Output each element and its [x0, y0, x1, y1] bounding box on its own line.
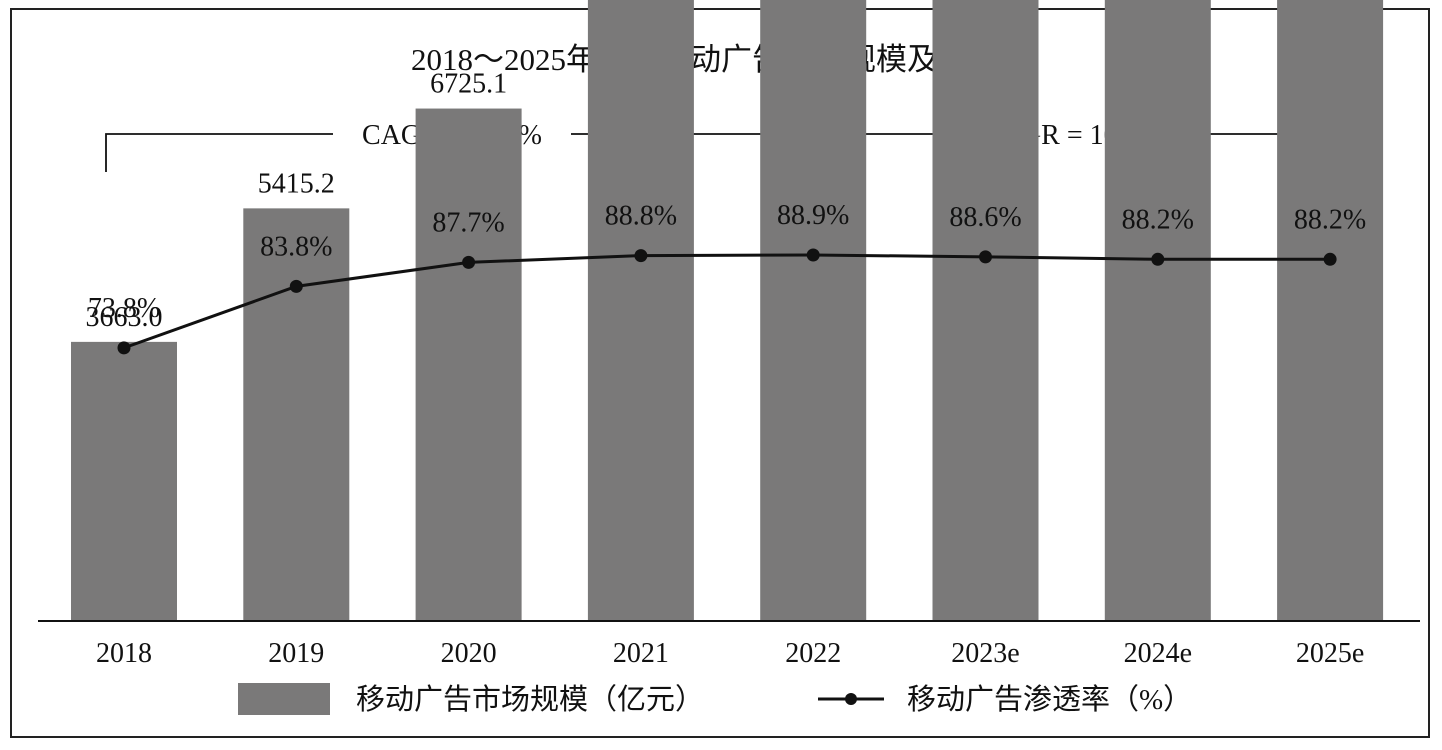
x-tick-label: 2022 [785, 638, 841, 669]
line-value-label: 88.9% [777, 200, 849, 231]
line-value-label: 88.2% [1294, 204, 1366, 235]
bar-2019 [243, 208, 350, 621]
x-tick-label: 2024e [1124, 638, 1192, 669]
bar-value-label: 6725.1 [430, 69, 507, 100]
penetration-line [123, 253, 1331, 350]
line-value-label: 83.8% [260, 231, 332, 262]
bar-2024e [1104, 0, 1211, 621]
line-value-label: 88.2% [1122, 204, 1194, 235]
x-tick-label: 2018 [96, 638, 152, 669]
legend: 移动广告市场规模（亿元） 移动广告渗透率（%） [238, 683, 1192, 716]
line-point-2022 [806, 248, 820, 262]
legend-bar-label: 移动广告市场规模（亿元） [356, 683, 704, 716]
legend-bar-swatch [238, 683, 330, 715]
x-tick-label: 2020 [441, 638, 497, 669]
x-tick-label: 2021 [613, 638, 669, 669]
chart-frame [10, 8, 1430, 738]
x-tick-label: 2023e [951, 638, 1019, 669]
bar-2022 [760, 0, 867, 622]
bar-2023e [932, 0, 1039, 622]
line-point-2020 [462, 255, 476, 269]
x-tick-label: 2025e [1296, 638, 1364, 669]
bar-2021 [587, 0, 694, 621]
line-point-2021 [634, 249, 648, 263]
line-point-2019 [289, 279, 303, 293]
line-value-label: 88.8% [605, 201, 677, 232]
line-point-2024e [1151, 252, 1165, 266]
line-point-2023e [979, 250, 992, 264]
x-tick-label: 2019 [268, 638, 324, 669]
legend-line-marker [845, 693, 857, 705]
legend-line-label: 移动广告渗透率（%） [907, 683, 1192, 716]
x-axis-ticks: 2018 2019 2020 2021 2022 2023e 2024e 2025e [96, 638, 1364, 669]
line-value-label: 87.7% [432, 207, 504, 238]
chart-title: 2018～2025年中国移动广告市场规模及渗透率 [411, 42, 1031, 77]
bar-value-label: 3663.0 [86, 302, 163, 333]
bar-value-label: 5415.2 [258, 168, 335, 199]
bar-2018 [71, 341, 177, 621]
bar-2020 [415, 108, 522, 622]
line-value-label: 73.8% [88, 293, 160, 324]
line-series: 73.8% 83.8% 87.7% 88.8% 88.9% 88.6% 88.2% 88.2% [88, 200, 1366, 355]
bar-2025e [1277, 0, 1384, 621]
line-point-2018 [117, 341, 131, 355]
line-point-2025e [1323, 252, 1337, 266]
line-value-label: 88.6% [949, 202, 1021, 233]
